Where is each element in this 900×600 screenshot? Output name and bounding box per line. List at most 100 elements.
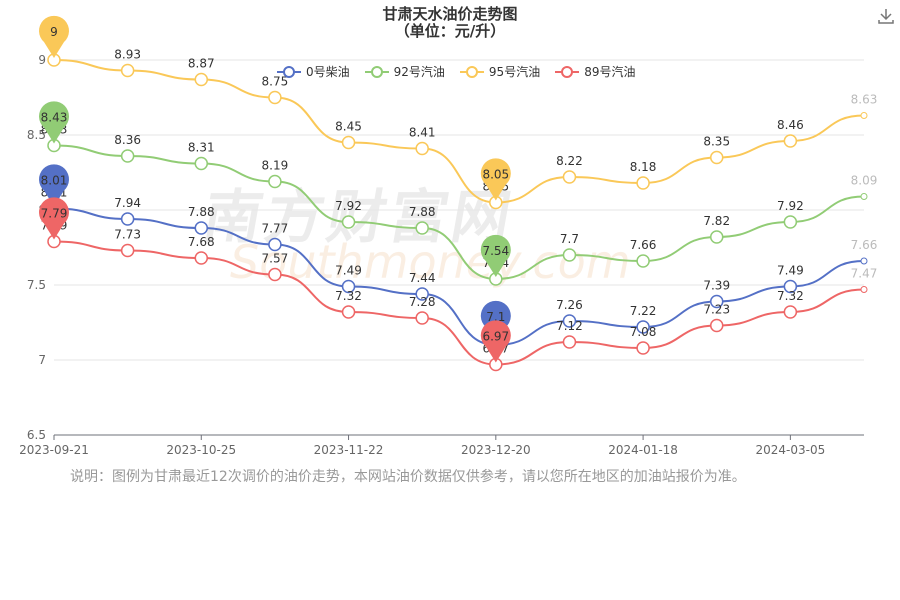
pin-min: 8.05: [480, 158, 511, 201]
data-point[interactable]: [268, 237, 282, 252]
data-point[interactable]: [268, 90, 282, 105]
series-line: [53, 59, 865, 204]
data-label: 8.18: [630, 160, 657, 174]
pin-label: 7.79: [41, 207, 68, 221]
data-label: 8.93: [114, 48, 141, 62]
pin-marker: [39, 15, 69, 59]
legend-item[interactable]: 92号汽油: [364, 63, 445, 80]
chart-subtitle: （单位：元/升）: [394, 22, 506, 40]
data-label: 8.09: [851, 174, 878, 188]
y-tick-label: 7: [38, 353, 46, 367]
data-label: 7.22: [630, 304, 657, 318]
pin-marker: [480, 320, 511, 363]
data-label: 8.22: [556, 154, 583, 168]
data-point[interactable]: [562, 314, 577, 328]
y-tick-label: 8.5: [27, 128, 46, 142]
legend-label: 95号汽油: [488, 65, 541, 79]
data-label: 7.82: [703, 214, 730, 228]
legend-swatch: [459, 65, 484, 78]
data-point[interactable]: [268, 267, 282, 282]
data-point[interactable]: [194, 251, 209, 265]
pin-label: 6.97: [482, 330, 509, 344]
data-point[interactable]: [709, 230, 724, 244]
data-point[interactable]: [341, 215, 356, 229]
pin-marker: [39, 164, 69, 207]
pin-marker: [39, 197, 69, 240]
data-point[interactable]: [341, 279, 356, 294]
data-point[interactable]: [341, 305, 356, 319]
pin-marker: [480, 158, 511, 201]
data-label: 8.19: [262, 159, 289, 173]
x-tick-label: 2024-03-05: [755, 443, 825, 457]
data-point[interactable]: [415, 141, 429, 156]
series-line: [53, 207, 865, 347]
series-2: 98.938.878.758.458.418.058.228.188.358.4…: [47, 37, 878, 210]
data-point[interactable]: [709, 318, 724, 333]
data-point[interactable]: [636, 176, 650, 190]
data-point[interactable]: [562, 335, 577, 349]
data-label: 7.12: [556, 319, 583, 333]
data-point[interactable]: [194, 72, 209, 87]
data-label: 8.45: [335, 120, 362, 134]
data-point[interactable]: [860, 112, 868, 119]
series-line: [53, 144, 865, 281]
data-point[interactable]: [860, 257, 868, 265]
data-point[interactable]: [709, 150, 724, 165]
data-label: 7.77: [262, 222, 289, 236]
legend-item[interactable]: 89号汽油: [554, 63, 635, 80]
data-label: 7.39: [703, 279, 730, 293]
data-label: 7.23: [703, 303, 730, 317]
data-label: 8.46: [777, 118, 804, 132]
data-point[interactable]: [860, 193, 868, 200]
data-label: 7.44: [409, 271, 436, 285]
data-label: 7.7: [560, 232, 579, 246]
pin-max: 7.79: [39, 197, 69, 240]
data-point[interactable]: [562, 248, 577, 262]
series-line: [53, 240, 865, 366]
data-point[interactable]: [562, 170, 577, 184]
pin-min: 6.97: [480, 320, 511, 363]
data-point[interactable]: [415, 221, 429, 235]
data-point[interactable]: [636, 320, 650, 334]
data-point[interactable]: [783, 134, 798, 148]
data-label: 8.63: [851, 93, 878, 107]
data-label: 7.92: [335, 199, 362, 213]
download-icon[interactable]: [876, 6, 896, 26]
data-label: 7.57: [262, 252, 289, 266]
data-point[interactable]: [268, 174, 282, 189]
data-point[interactable]: [120, 212, 135, 226]
legend-swatch: [277, 65, 301, 78]
chart-title: 甘肃天水油价走势图: [382, 5, 518, 23]
data-point[interactable]: [194, 221, 209, 235]
data-point[interactable]: [636, 341, 650, 355]
data-label: 7.66: [851, 238, 878, 252]
data-label: 7.32: [777, 289, 804, 303]
data-point[interactable]: [860, 286, 868, 293]
series-3: 7.797.737.687.577.327.286.977.127.087.23…: [41, 219, 877, 372]
data-point[interactable]: [783, 279, 798, 294]
data-point[interactable]: [783, 305, 798, 319]
data-point[interactable]: [120, 243, 135, 258]
data-point[interactable]: [415, 311, 429, 325]
data-point[interactable]: [341, 135, 356, 150]
data-point[interactable]: [120, 149, 135, 163]
data-point[interactable]: [415, 287, 429, 301]
pin-max: 8.01: [39, 164, 69, 207]
data-point[interactable]: [783, 215, 798, 229]
pin-label: 8.05: [482, 168, 509, 182]
data-label: 8.87: [188, 57, 215, 71]
legend-label: 0号柴油: [306, 65, 350, 79]
data-label: 7.73: [114, 228, 141, 242]
x-tick-label: 2023-10-25: [166, 443, 236, 457]
data-point[interactable]: [709, 294, 724, 309]
x-tick-label: 2024-01-18: [608, 443, 678, 457]
legend-item[interactable]: 95号汽油: [459, 63, 540, 80]
data-point[interactable]: [636, 254, 650, 268]
data-label: 8.36: [114, 133, 141, 147]
y-tick-label: 7.5: [27, 278, 46, 292]
data-point[interactable]: [120, 63, 135, 78]
legend-item[interactable]: 0号柴油: [276, 63, 350, 80]
pin-max: 9: [39, 15, 69, 59]
data-point[interactable]: [194, 156, 209, 171]
series-group: 8.017.947.887.777.497.447.17.267.227.397…: [41, 37, 878, 372]
